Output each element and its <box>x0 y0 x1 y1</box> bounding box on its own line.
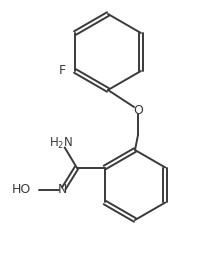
Text: O: O <box>132 103 142 117</box>
Text: F: F <box>59 65 66 77</box>
Text: N: N <box>58 183 67 196</box>
Text: H$_2$N: H$_2$N <box>48 136 72 151</box>
Text: HO: HO <box>11 183 31 196</box>
